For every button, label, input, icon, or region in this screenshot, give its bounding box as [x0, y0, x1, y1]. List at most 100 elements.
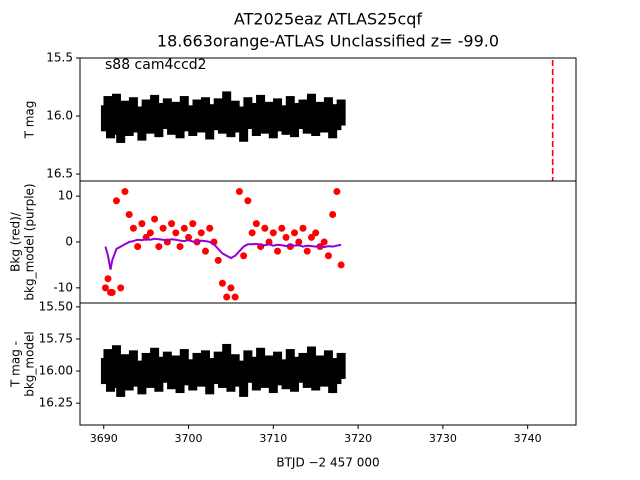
- data-point: [306, 346, 316, 373]
- data-point: [223, 293, 231, 301]
- data-point: [256, 347, 266, 374]
- data-point: [244, 197, 252, 205]
- y-axis-label: Bkg (red)/: [9, 211, 23, 272]
- data-point: [189, 220, 197, 228]
- data-point: [116, 116, 126, 143]
- data-point: [121, 188, 129, 196]
- y-axis-label: bkg_model: [23, 331, 37, 397]
- annotation: s88 cam4ccd2: [105, 57, 207, 73]
- data-point: [185, 233, 193, 241]
- data-point: [336, 352, 346, 379]
- x-tick-label: 3690: [90, 432, 118, 445]
- data-point: [150, 347, 160, 374]
- data-point: [217, 361, 227, 388]
- data-point: [222, 91, 232, 118]
- data-point: [214, 256, 222, 264]
- data-point: [278, 224, 286, 232]
- data-point: [200, 350, 210, 377]
- data-point: [175, 367, 185, 394]
- x-tick-label: 3740: [514, 432, 542, 445]
- y-axis-label: T mag: [23, 101, 37, 140]
- data-point: [302, 107, 312, 134]
- data-point: [159, 224, 167, 232]
- data-point: [336, 99, 346, 126]
- data-point: [124, 364, 134, 391]
- data-point: [217, 107, 227, 134]
- data-point: [268, 367, 278, 394]
- data-point: [108, 288, 116, 296]
- data-point: [303, 247, 311, 255]
- data-point: [252, 220, 260, 228]
- chart-title: AT2025eaz ATLAS25cqf: [234, 10, 423, 29]
- y-tick-label: 0: [65, 235, 73, 249]
- data-point: [175, 112, 185, 139]
- data-point: [268, 112, 278, 139]
- data-point: [307, 233, 315, 241]
- data-point: [206, 224, 214, 232]
- data-point: [282, 233, 290, 241]
- data-point: [197, 229, 205, 237]
- x-tick-label: 3720: [344, 432, 372, 445]
- data-point: [201, 247, 209, 255]
- data-point: [312, 229, 320, 237]
- y-tick-label: 16.25: [39, 396, 73, 410]
- data-point: [251, 109, 261, 136]
- y-tick-label: 16.5: [46, 167, 73, 181]
- data-point: [299, 224, 307, 232]
- data-point: [285, 96, 295, 123]
- data-point: [150, 94, 160, 121]
- data-point: [176, 243, 184, 251]
- data-point: [302, 361, 312, 388]
- data-point: [138, 220, 146, 228]
- x-tick-label: 3700: [175, 432, 203, 445]
- data-point: [231, 293, 239, 301]
- data-point: [146, 229, 154, 237]
- data-point: [285, 349, 295, 376]
- data-point: [333, 188, 341, 196]
- data-point: [239, 370, 249, 397]
- data-point: [274, 247, 282, 255]
- x-axis-label: BTJD −2 457 000: [276, 456, 379, 470]
- data-point: [269, 229, 277, 237]
- data-point: [337, 261, 345, 269]
- x-tick-label: 3730: [429, 432, 457, 445]
- data-point: [295, 238, 303, 246]
- data-point: [101, 284, 109, 292]
- data-point: [248, 229, 256, 237]
- y-tick-label: 15.75: [39, 331, 73, 345]
- data-point: [291, 229, 299, 237]
- x-tick-label: 3710: [259, 432, 287, 445]
- data-point: [111, 93, 121, 120]
- plot-frame: [79, 180, 577, 304]
- data-point: [261, 224, 269, 232]
- data-point: [329, 210, 337, 218]
- data-point: [180, 224, 188, 232]
- data-point: [168, 220, 176, 228]
- data-point: [240, 252, 248, 260]
- data-point: [112, 197, 120, 205]
- data-point: [323, 350, 333, 377]
- data-point: [320, 238, 328, 246]
- data-point: [134, 243, 142, 251]
- y-axis-label: T mag -: [9, 341, 23, 388]
- data-point: [107, 108, 117, 135]
- y-tick-label: 16.00: [39, 364, 73, 378]
- data-point: [235, 188, 243, 196]
- y-tick-label: 16.0: [46, 109, 73, 123]
- data-point: [125, 210, 133, 218]
- chart-subtitle: 18.663orange-ATLAS Unclassified z= -99.0: [157, 32, 499, 51]
- plot-frame: [79, 302, 577, 426]
- data-point: [104, 275, 112, 283]
- data-point: [251, 364, 261, 391]
- data-point: [145, 361, 155, 388]
- data-point: [172, 229, 180, 237]
- data-point: [137, 368, 147, 395]
- model-line: [104, 237, 342, 270]
- y-tick-label: 15.50: [39, 299, 73, 313]
- data-point: [151, 215, 159, 223]
- data-point: [227, 284, 235, 292]
- data-point: [281, 363, 291, 390]
- data-point: [239, 115, 249, 142]
- data-point: [306, 93, 316, 120]
